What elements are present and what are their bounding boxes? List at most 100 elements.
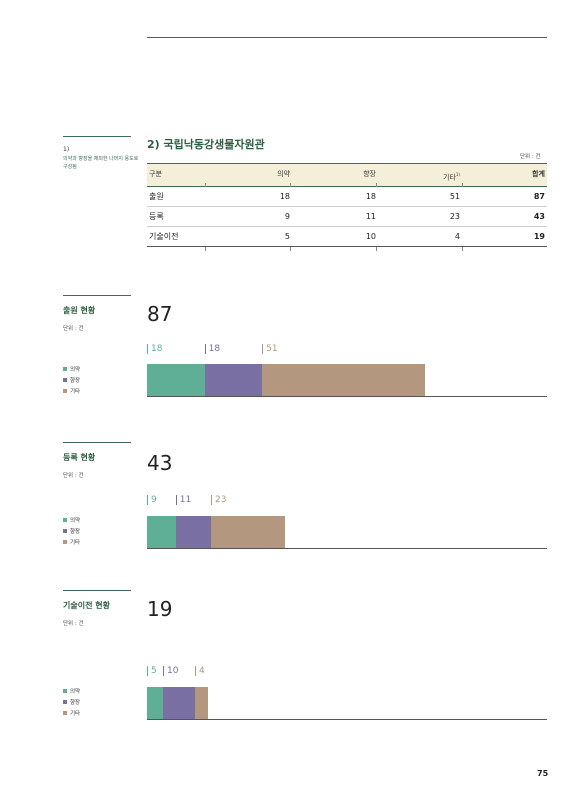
bar-segment-cosmetic (175, 516, 211, 548)
bar-segment-other (211, 516, 285, 548)
chart-total: 19 (147, 597, 173, 621)
chart-total: 43 (147, 451, 173, 475)
table-unit: 단위 : 건 (520, 154, 541, 160)
chart-baseline (147, 396, 547, 397)
cell-cosmetic: 10 (365, 232, 376, 241)
table-header: 구분 의약 향장 기타1) 합계 (147, 163, 547, 187)
cell-medicine: 9 (284, 212, 290, 221)
chart-unit: 단위 : 건 (63, 326, 84, 332)
legend-item-medicine: 의약 (63, 514, 80, 525)
row-label: 기술이전 (149, 232, 179, 241)
stacked-bar-chart: 18 18 51 (147, 344, 547, 398)
legend-item-other: 기타 (63, 536, 80, 547)
legend-item-cosmetic: 향장 (63, 696, 80, 707)
cell-cosmetic: 18 (365, 192, 376, 201)
chart-baseline (147, 719, 547, 720)
segment-label-cosmetic: 11 (175, 495, 191, 505)
segment-label-cosmetic: 18 (204, 344, 220, 354)
cell-medicine: 5 (284, 232, 290, 241)
stacked-bar-chart: 5 10 4 (147, 666, 547, 720)
cell-other: 23 (449, 212, 460, 221)
legend-label: 기타 (70, 388, 81, 395)
bar-segment-medicine (147, 516, 176, 548)
segment-label-medicine: 9 (147, 495, 157, 505)
legend-swatch-other (63, 539, 67, 544)
segment-label-medicine: 18 (147, 344, 162, 354)
chart-unit: 단위 : 건 (63, 621, 84, 627)
section-title: 2) 국립낙동강생물자원관 (147, 138, 265, 151)
chart-title: 기술이전 현황 (63, 601, 110, 610)
footnote-text: 의약과 향장을 제외한 나머지 용도로 구성됨 (63, 156, 139, 170)
legend-swatch-cosmetic (63, 699, 67, 704)
footer-tick (462, 247, 463, 251)
legend-item-other: 기타 (63, 707, 80, 718)
bar-segment-cosmetic (204, 364, 263, 396)
legend-swatch-medicine (63, 366, 67, 371)
segment-label-other: 23 (211, 495, 226, 505)
legend-item-cosmetic: 향장 (63, 525, 80, 536)
footnote-rule (63, 136, 131, 137)
header-total: 합계 (532, 170, 545, 178)
legend-label: 향장 (70, 377, 81, 384)
header-other-sup: 1) (455, 172, 460, 177)
legend-label: 의약 (70, 366, 81, 373)
legend-item-medicine: 의약 (63, 363, 80, 374)
segment-label-medicine: 5 (147, 666, 157, 676)
page-number: 75 (537, 769, 549, 778)
header-cosmetic: 향장 (363, 170, 376, 178)
header-tick (462, 183, 463, 187)
table-row: 출원 18 18 51 87 (147, 187, 547, 207)
chart-baseline (147, 548, 547, 549)
legend-label: 의약 (70, 517, 81, 524)
footer-tick (290, 247, 291, 251)
header-other: 기타1) (443, 172, 460, 182)
cell-total: 87 (533, 192, 545, 201)
bar-segment-medicine (147, 687, 163, 719)
legend-item-other: 기타 (63, 385, 80, 396)
table-row: 등록 9 11 23 43 (147, 207, 547, 227)
chart-title: 등록 현황 (63, 453, 96, 462)
footnote-number: 1) (63, 146, 70, 153)
bar-segment-other (195, 687, 208, 719)
segment-label-other: 51 (262, 344, 278, 354)
legend-swatch-medicine (63, 517, 67, 522)
legend-label: 향장 (70, 699, 81, 706)
legend-label: 의약 (70, 688, 81, 695)
segment-label-other: 4 (195, 666, 205, 676)
header-tick (290, 183, 291, 187)
legend-label: 기타 (70, 539, 81, 546)
legend-label: 기타 (70, 710, 81, 717)
bar-segment-other (262, 364, 426, 396)
data-table: 구분 의약 향장 기타1) 합계 출원 18 18 51 87 등록 9 11 … (147, 163, 547, 251)
legend-swatch-other (63, 710, 67, 715)
chart-total: 87 (147, 302, 173, 326)
legend-item-medicine: 의약 (63, 685, 80, 696)
chart-unit: 단위 : 건 (63, 473, 84, 479)
row-label: 출원 (149, 192, 164, 201)
chart-legend: 의약 향장 기타 (63, 685, 80, 718)
header-medicine: 의약 (277, 170, 290, 178)
legend-swatch-cosmetic (63, 528, 67, 533)
header-category: 구분 (149, 170, 162, 178)
legend-swatch-cosmetic (63, 377, 67, 382)
cell-total: 43 (533, 212, 545, 221)
bar-segment-medicine (147, 364, 205, 396)
top-rule (147, 37, 547, 38)
cell-other: 51 (449, 192, 460, 201)
chart-rule (63, 295, 131, 296)
cell-other: 4 (454, 232, 460, 241)
footer-tick (376, 247, 377, 251)
row-label: 등록 (149, 212, 164, 221)
chart-legend: 의약 향장 기타 (63, 363, 80, 396)
stacked-bar-chart: 9 11 23 (147, 495, 547, 549)
cell-total: 19 (533, 232, 545, 241)
footer-tick (205, 247, 206, 251)
header-tick (376, 183, 377, 187)
legend-item-cosmetic: 향장 (63, 374, 80, 385)
chart-rule (63, 590, 131, 591)
cell-medicine: 18 (279, 192, 290, 201)
chart-legend: 의약 향장 기타 (63, 514, 80, 547)
legend-swatch-other (63, 388, 67, 393)
segment-label-cosmetic: 10 (163, 666, 178, 676)
table-row: 기술이전 5 10 4 19 (147, 227, 547, 251)
